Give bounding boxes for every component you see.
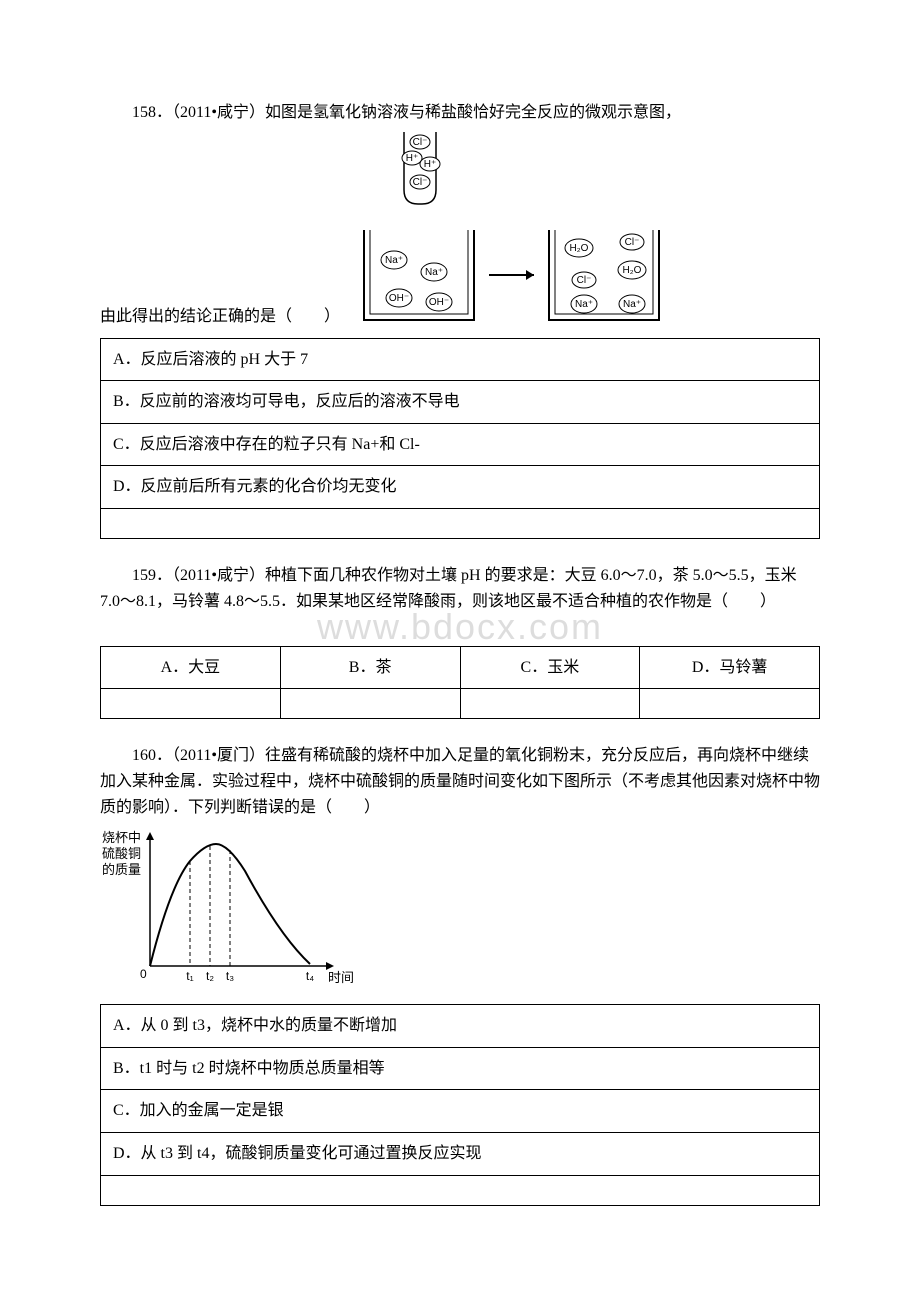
tick-t1: t₁: [186, 969, 193, 983]
chart-ylabel-l1: 烧杯中: [102, 830, 141, 845]
ion-label: H₂O: [623, 265, 642, 276]
q158-stem-b: 由此得出的结论正确的是（ ）: [100, 304, 340, 330]
right-beaker-icon: H₂O Cl⁻ Cl⁻ H₂O Na⁺ Na⁺: [549, 230, 659, 320]
q160-number: 160．: [132, 747, 172, 764]
q158-option-a[interactable]: A．反应后溶液的 pH 大于 7: [101, 338, 820, 381]
tick-t3: t₃: [226, 969, 234, 983]
chart-ylabel-l2: 硫酸铜: [102, 846, 141, 861]
q158-option-c[interactable]: C．反应后溶液中存在的粒子只有 Na+和 Cl-: [101, 423, 820, 466]
ion-label: Na⁺: [623, 299, 641, 310]
q159-blank: [460, 689, 640, 719]
left-beaker-icon: Na⁺ Na⁺ OH⁻ OH⁻: [364, 230, 474, 320]
q159-stem: 159．（2011•咸宁）种植下面几种农作物对土壤 pH 的要求是：大豆 6.0…: [100, 563, 820, 614]
ion-label: OH⁻: [429, 297, 449, 308]
origin-label: 0: [140, 967, 147, 981]
tick-t2: t₂: [206, 969, 214, 983]
ion-label: H⁺: [406, 153, 419, 164]
question-158: 158．（2011•咸宁）如图是氢氧化钠溶液与稀盐酸恰好完全反应的微观示意图， …: [100, 100, 820, 539]
chart-xlabel: 时间: [328, 970, 354, 985]
q159-blank: [280, 689, 460, 719]
question-159: 159．（2011•咸宁）种植下面几种农作物对土壤 pH 的要求是：大豆 6.0…: [100, 563, 820, 719]
q159-option-a[interactable]: A．大豆: [101, 646, 281, 689]
ion-label: H⁺: [424, 159, 437, 170]
y-arrowhead-icon: [146, 832, 154, 840]
q160-stem: 160．（2011•厦门）往盛有稀硫酸的烧杯中加入足量的氧化铜粉末，充分反应后，…: [100, 743, 820, 820]
q158-option-b[interactable]: B．反应前的溶液均可导电，反应后的溶液不导电: [101, 381, 820, 424]
q159-number: 159．: [132, 567, 172, 584]
q158-reaction-diagram: Cl⁻ H⁺ H⁺ Cl⁻ Na⁺ Na⁺: [344, 130, 664, 330]
q158-stem-line1: 158．（2011•咸宁）如图是氢氧化钠溶液与稀盐酸恰好完全反应的微观示意图，: [100, 100, 820, 126]
question-160: 160．（2011•厦门）往盛有稀硫酸的烧杯中加入足量的氧化铜粉末，充分反应后，…: [100, 743, 820, 1205]
ion-label: Na⁺: [575, 299, 593, 310]
q159-options-table: A．大豆 B．茶 C．玉米 D．马铃薯: [100, 646, 820, 720]
q160-chart: 烧杯中 硫酸铜 的质量 0 t₁ t₂ t₃ t₄ 时间: [100, 826, 360, 996]
q160-option-c[interactable]: C．加入的金属一定是银: [101, 1090, 820, 1133]
q158-diagram-row: 由此得出的结论正确的是（ ） Cl⁻ H⁺ H⁺ Cl⁻: [100, 130, 820, 330]
q159-option-c[interactable]: C．玉米: [460, 646, 640, 689]
q160-option-a[interactable]: A．从 0 到 t3，烧杯中水的质量不断增加: [101, 1005, 820, 1048]
ion-label: Na⁺: [385, 255, 403, 266]
ion-label: OH⁻: [389, 293, 409, 304]
q158-option-d[interactable]: D．反应前后所有元素的化合价均无变化: [101, 466, 820, 509]
ion-label: Cl⁻: [625, 237, 640, 248]
ion-label: Cl⁻: [413, 177, 428, 188]
ion-label: H₂O: [570, 243, 589, 254]
test-tube-icon: Cl⁻ H⁺ H⁺ Cl⁻: [402, 132, 440, 204]
ion-label: Na⁺: [425, 267, 443, 278]
q160-blank: [101, 1175, 820, 1205]
q158-options-table: A．反应后溶液的 pH 大于 7 B．反应前的溶液均可导电，反应后的溶液不导电 …: [100, 338, 820, 539]
curve-line: [150, 844, 310, 966]
x-arrowhead-icon: [326, 962, 334, 970]
q160-stem-text: （2011•厦门）往盛有稀硫酸的烧杯中加入足量的氧化铜粉末，充分反应后，再向烧杯…: [100, 747, 820, 815]
q159-blank: [640, 689, 820, 719]
q158-stem-a: （2011•咸宁）如图是氢氧化钠溶液与稀盐酸恰好完全反应的微观示意图，: [172, 104, 681, 121]
q158-blank: [101, 508, 820, 538]
ion-label: Cl⁻: [577, 275, 592, 286]
q160-options-table: A．从 0 到 t3，烧杯中水的质量不断增加 B．t1 时与 t2 时烧杯中物质…: [100, 1004, 820, 1205]
q158-number: 158．: [132, 104, 172, 121]
q159-stem-text: （2011•咸宁）种植下面几种农作物对土壤 pH 的要求是：大豆 6.0～7.0…: [100, 567, 797, 610]
chart-ylabel-l3: 的质量: [102, 862, 141, 877]
q160-option-b[interactable]: B．t1 时与 t2 时烧杯中物质总质量相等: [101, 1047, 820, 1090]
q159-option-b[interactable]: B．茶: [280, 646, 460, 689]
arrow-icon: [489, 270, 534, 280]
q160-option-d[interactable]: D．从 t3 到 t4，硫酸铜质量变化可通过置换反应实现: [101, 1132, 820, 1175]
q159-blank: [101, 689, 281, 719]
q159-option-d[interactable]: D．马铃薯: [640, 646, 820, 689]
tick-t4: t₄: [306, 969, 314, 983]
ion-label: Cl⁻: [413, 137, 428, 148]
